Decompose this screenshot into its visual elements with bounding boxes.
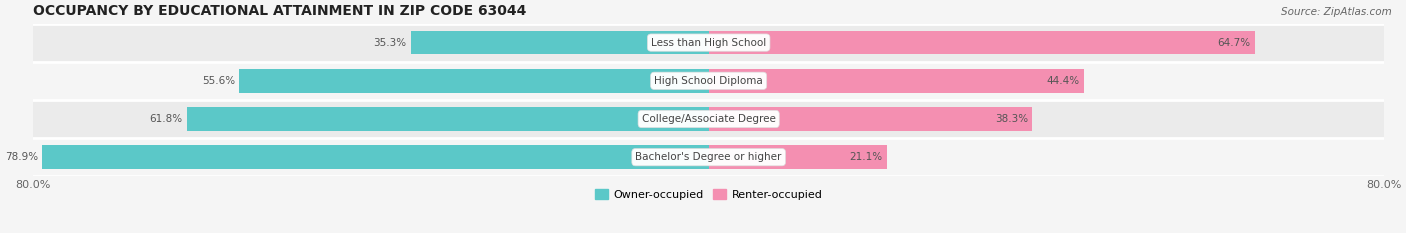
Text: 21.1%: 21.1% [849,152,883,162]
Text: 64.7%: 64.7% [1218,38,1251,48]
Text: Less than High School: Less than High School [651,38,766,48]
Text: 61.8%: 61.8% [149,114,183,124]
Text: College/Associate Degree: College/Associate Degree [641,114,776,124]
Bar [34,62,1384,100]
Legend: Owner-occupied, Renter-occupied: Owner-occupied, Renter-occupied [591,185,827,204]
Text: 55.6%: 55.6% [202,76,235,86]
Bar [709,69,1084,93]
Bar [34,138,1384,176]
Text: High School Diploma: High School Diploma [654,76,763,86]
Text: Source: ZipAtlas.com: Source: ZipAtlas.com [1281,7,1392,17]
Bar [709,31,1256,55]
Text: OCCUPANCY BY EDUCATIONAL ATTAINMENT IN ZIP CODE 63044: OCCUPANCY BY EDUCATIONAL ATTAINMENT IN Z… [34,4,527,18]
Bar [42,145,709,169]
Bar [411,31,709,55]
Bar [709,107,1032,131]
Bar [709,145,887,169]
Bar [187,107,709,131]
Bar [34,100,1384,138]
Bar [34,24,1384,62]
Text: 35.3%: 35.3% [373,38,406,48]
Text: 38.3%: 38.3% [994,114,1028,124]
Text: 78.9%: 78.9% [6,152,38,162]
Text: 44.4%: 44.4% [1046,76,1080,86]
Bar [239,69,709,93]
Text: Bachelor's Degree or higher: Bachelor's Degree or higher [636,152,782,162]
